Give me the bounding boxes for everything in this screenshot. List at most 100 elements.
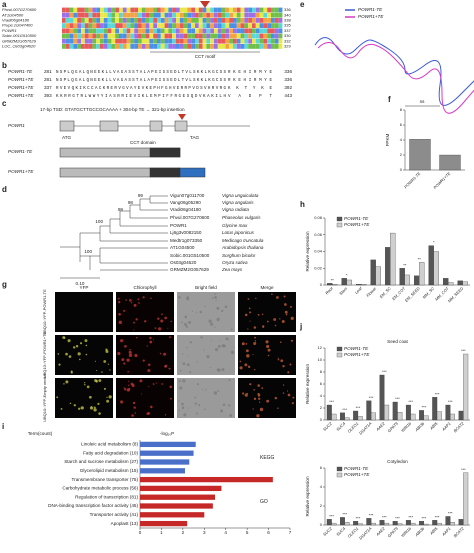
alignment-cell — [96, 33, 100, 39]
micrograph-speck — [178, 380, 181, 383]
micrograph-speck — [220, 409, 224, 413]
micrograph-speck — [181, 321, 183, 324]
alignment-cell — [65, 12, 70, 18]
micrograph-speck — [244, 363, 248, 367]
bar — [404, 274, 410, 286]
alignment-cell — [263, 44, 268, 49]
legend-label: POWR1-TE — [344, 346, 369, 351]
alignment-cell — [210, 33, 214, 39]
micrograph-speck — [279, 318, 281, 320]
micrograph-speck — [209, 367, 211, 369]
alignment-cell — [217, 7, 222, 13]
alignment-cell — [164, 33, 169, 39]
micrograph-speck — [124, 388, 127, 391]
alignment-cell — [168, 33, 173, 39]
alignment-cell — [107, 33, 112, 39]
alignment-cell — [88, 44, 93, 49]
micrograph-speck — [221, 344, 225, 348]
bar — [414, 275, 420, 286]
alignment-cell — [111, 28, 116, 34]
alignment-cell — [195, 7, 199, 13]
alignment-cell — [122, 7, 127, 13]
alignment-cell — [130, 33, 135, 39]
bar — [379, 374, 385, 421]
alignment-cell — [263, 7, 268, 13]
micrograph — [238, 378, 296, 418]
bootstrap: 98 — [128, 200, 134, 205]
y-tick-label: Glycerolipid metabolism (15) — [80, 468, 139, 473]
significance: *** — [369, 512, 374, 517]
y-tick-label: 2 — [400, 152, 403, 157]
micrograph-speck — [247, 328, 249, 330]
alignment-cell — [107, 38, 112, 44]
significance: *** — [422, 515, 427, 520]
alignment-cell — [168, 18, 173, 23]
protein-structure — [314, 37, 474, 114]
alignment-cell — [122, 38, 127, 44]
alignment-cell — [126, 28, 131, 34]
alignment-cell — [191, 23, 195, 28]
micrograph-speck — [170, 397, 172, 400]
alignment-cell — [225, 44, 230, 49]
seq-start: 393 — [44, 93, 52, 98]
bar — [353, 521, 359, 526]
alignment-cell — [119, 7, 123, 13]
alignment-cell — [168, 28, 173, 34]
alignment-cell — [84, 33, 89, 39]
micrograph-speck — [106, 399, 110, 403]
alignment-cell — [157, 38, 161, 44]
bar — [443, 278, 449, 286]
taxon-species: Medicago truncatula — [222, 238, 264, 243]
micrograph-speck — [94, 360, 96, 362]
micrograph-speck — [248, 307, 251, 310]
domain-label: CCT domain — [130, 140, 156, 145]
gene-name: POWR1-TE — [8, 149, 33, 154]
x-tick-label: 2 — [182, 530, 185, 535]
alignment-cell — [255, 23, 260, 28]
micrograph-speck — [118, 320, 123, 325]
alignment-cell — [206, 44, 211, 49]
micrograph-speck — [274, 324, 277, 327]
panel-label: a — [2, 0, 7, 9]
micrograph-speck — [149, 336, 152, 340]
alignment-cell — [187, 7, 192, 13]
alignment-cell — [225, 18, 230, 23]
micrograph-speck — [286, 390, 289, 392]
alignment-cell — [138, 23, 142, 28]
taxon-id: Os03g04620 — [170, 260, 197, 265]
alignment-cell — [164, 38, 169, 44]
alignment-cell — [183, 7, 188, 13]
significance: *** — [448, 511, 453, 516]
significance: *** — [408, 399, 413, 404]
y-tick-label: 8 — [400, 107, 403, 112]
alignment-cell — [115, 38, 119, 44]
alignment-cell — [126, 18, 131, 23]
micrograph-speck — [150, 297, 152, 300]
alignment-cell — [160, 38, 165, 44]
alignment-cell — [92, 28, 97, 34]
alignment-cell — [225, 33, 230, 39]
alignment-cell — [149, 18, 154, 23]
bar — [462, 281, 468, 286]
micrograph-speck — [84, 339, 88, 343]
micrograph-speck — [280, 359, 284, 363]
micrograph-speck — [261, 387, 264, 390]
motif-label: CCT motif — [195, 54, 216, 59]
x-tick-label: 5 — [246, 530, 249, 535]
alignment-cell — [103, 33, 108, 39]
micrograph-speck — [152, 383, 155, 385]
row-label: UBQ10::YFP-POWR1+TE — [42, 331, 47, 378]
alignment-cell — [191, 18, 195, 23]
alignment-cell — [134, 33, 138, 39]
micrograph-speck — [253, 368, 256, 371]
micrograph-speck — [214, 293, 216, 295]
alignment-cell — [229, 7, 233, 13]
micrograph-speck — [283, 295, 286, 298]
alignment-cell — [62, 12, 66, 18]
bar — [344, 522, 350, 526]
bar — [357, 416, 363, 421]
alignment-cell — [183, 23, 188, 28]
micrograph-speck — [290, 305, 293, 308]
legend-swatch — [336, 472, 343, 478]
significance: *** — [448, 399, 453, 404]
